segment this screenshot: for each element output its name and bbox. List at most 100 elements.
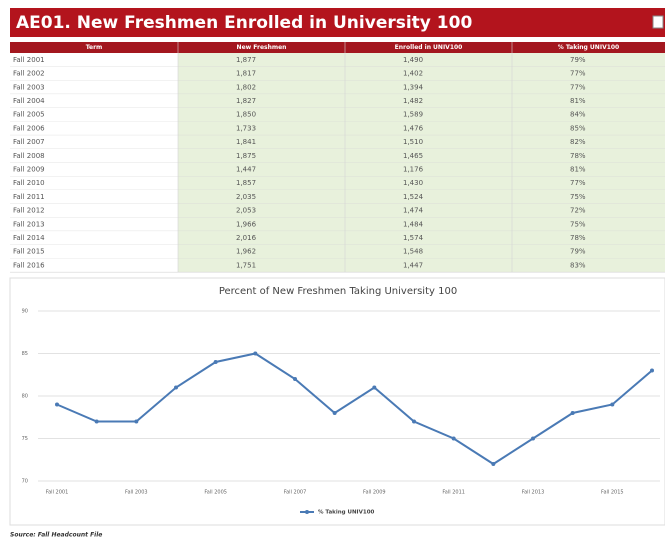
data-point (531, 436, 535, 441)
cell: 1,574 (403, 234, 424, 242)
cell: 1,465 (403, 152, 423, 160)
data-line (56, 352, 653, 466)
data-point (610, 402, 615, 407)
cell: Fall 2004 (13, 97, 45, 105)
cell: Fall 2014 (13, 234, 45, 242)
cell: 1,510 (403, 138, 423, 146)
y-tick-label: 75 (22, 436, 28, 442)
row-bg (178, 53, 665, 67)
data-point (570, 411, 575, 415)
cell: 72% (570, 207, 586, 215)
cell: Fall 2013 (13, 220, 45, 228)
cell: 1,817 (236, 70, 256, 78)
x-tick-label: Fall 2001 (46, 490, 69, 496)
row-bg (178, 231, 665, 245)
row-bg (178, 244, 665, 259)
cell: 1,589 (403, 111, 423, 119)
cell: 1,402 (403, 70, 423, 78)
data-point (372, 385, 377, 390)
data-point (174, 385, 178, 390)
cell: 1,548 (403, 248, 423, 256)
legend-swatch (305, 510, 309, 514)
icon (652, 15, 664, 29)
cell: 1,966 (236, 220, 257, 228)
cell: 78% (570, 234, 586, 242)
cell: Fall 2016 (13, 261, 45, 269)
row-bg (10, 53, 178, 67)
cell: 82% (570, 138, 586, 146)
row-bg (178, 94, 665, 108)
cell: 1,490 (403, 56, 423, 64)
cell: 1,841 (236, 138, 256, 146)
row-bg (10, 135, 178, 149)
data-point (213, 360, 218, 364)
header-bar (10, 8, 665, 37)
x-tick-label: Fall 2005 (204, 490, 227, 496)
x-tick-label: Fall 2011 (442, 490, 465, 496)
row-bg (10, 217, 178, 232)
cell: Fall 2015 (13, 248, 45, 256)
data-point (332, 411, 337, 415)
cell: Fall 2001 (13, 56, 45, 64)
cell: 78% (570, 152, 586, 160)
cell: 75% (570, 193, 586, 201)
row-bg (10, 66, 178, 81)
cell: 81% (570, 165, 586, 173)
row-bg (178, 203, 665, 218)
cell: 1,802 (236, 83, 256, 91)
cell: 1,850 (236, 111, 256, 119)
row-bg (178, 176, 665, 190)
cell: 75% (570, 220, 586, 228)
row-bg (10, 231, 178, 245)
y-tick-label: 85 (22, 351, 28, 357)
row-bg (10, 190, 178, 204)
column-header: Enrolled in UNIV100 (395, 44, 463, 51)
data-point (451, 436, 456, 441)
data-point (94, 419, 99, 424)
cell: 1,877 (236, 56, 256, 64)
x-tick-label: Fall 2009 (363, 490, 386, 496)
cell: 1,482 (403, 97, 423, 105)
cell: 79% (570, 56, 586, 64)
cell: 77% (570, 179, 586, 187)
data-point (253, 351, 258, 356)
legend-label: % Taking UNIV100 (318, 510, 375, 516)
row-bg (10, 80, 178, 95)
chart-box (9, 277, 665, 526)
row-bg (178, 162, 665, 177)
column-header: Term (86, 44, 103, 51)
cell: 1,430 (403, 179, 423, 187)
cell: Fall 2012 (13, 207, 45, 215)
row-bg (10, 244, 178, 259)
column-header: New Freshmen (237, 44, 287, 51)
report-title: AE01. New Freshmen Enrolled in Universit… (16, 13, 472, 33)
cell: Fall 2008 (13, 152, 45, 160)
row-bg (10, 148, 178, 163)
cell: 1,827 (236, 97, 256, 105)
cell: 1,394 (403, 83, 424, 91)
x-tick-label: Fall 2013 (522, 490, 545, 496)
cell: Fall 2003 (13, 83, 45, 91)
data-point (134, 419, 139, 424)
cell: 1,875 (236, 152, 256, 160)
cell: 1,176 (403, 165, 424, 173)
cell: 77% (570, 70, 586, 78)
cell: 2,053 (236, 207, 256, 215)
cell: 79% (570, 248, 586, 256)
y-tick-label: 80 (22, 394, 28, 400)
cell: 84% (570, 111, 586, 119)
cell: 1,962 (236, 248, 256, 256)
cell: 1,476 (403, 124, 424, 132)
cell: 85% (570, 124, 586, 132)
cell: 1,484 (403, 220, 424, 228)
x-tick-label: Fall 2007 (284, 490, 307, 496)
row-bg (178, 148, 665, 163)
data-point (412, 419, 416, 424)
row-bg (10, 107, 178, 122)
x-tick-label: Fall 2003 (125, 490, 148, 496)
row-bg (10, 121, 178, 136)
cell: Fall 2002 (13, 70, 45, 78)
cell: 81% (570, 97, 586, 105)
